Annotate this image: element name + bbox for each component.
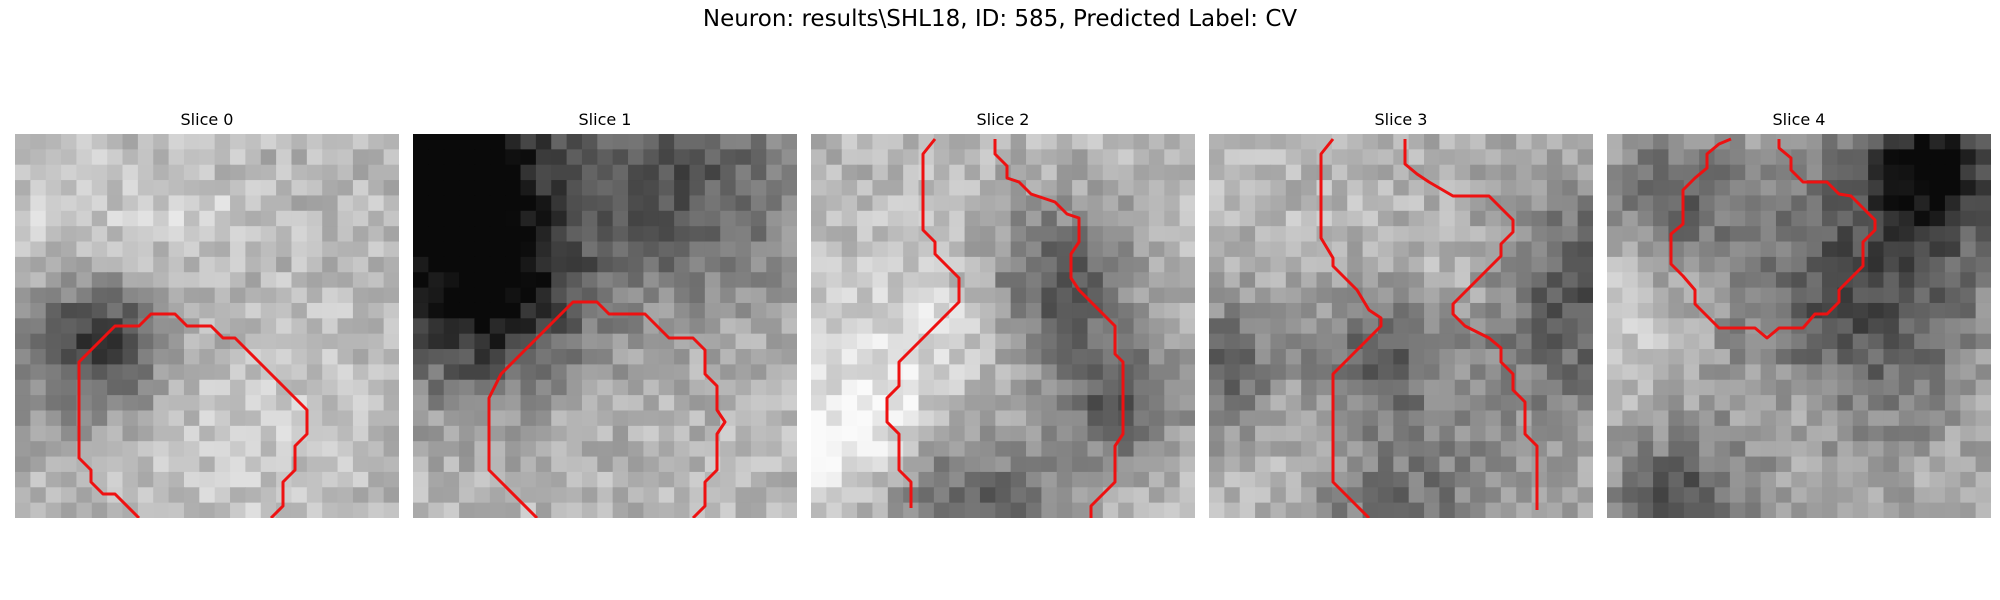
neuron-contour-left — [1319, 138, 1383, 518]
slice-title-4: Slice 4 — [1772, 110, 1826, 129]
grayscale-microscopy-image — [811, 134, 1195, 518]
figure-title: Neuron: results\SHL18, ID: 585, Predicte… — [702, 6, 1298, 32]
neuron-contour — [77, 312, 309, 518]
neuron-contour — [1669, 137, 1877, 340]
grayscale-microscopy-image — [1607, 134, 1991, 518]
slice-title-3: Slice 3 — [1374, 110, 1428, 129]
grayscale-microscopy-image — [413, 134, 797, 518]
grayscale-microscopy-image — [1209, 134, 1593, 518]
neuron-contour-right — [993, 139, 1125, 518]
slice-image-0 — [15, 134, 399, 518]
neuron-contour — [487, 300, 727, 518]
slice-image-4 — [1607, 134, 1991, 518]
grayscale-microscopy-image — [15, 134, 399, 518]
slice-title-1: Slice 1 — [578, 110, 632, 129]
slice-image-3 — [1209, 134, 1593, 518]
slice-image-2 — [811, 134, 1195, 518]
slice-title-2: Slice 2 — [976, 110, 1030, 129]
slice-title-0: Slice 0 — [180, 110, 234, 129]
neuron-contour-left — [885, 138, 961, 508]
neuron-contour-right — [1403, 139, 1539, 510]
slice-image-1 — [413, 134, 797, 518]
